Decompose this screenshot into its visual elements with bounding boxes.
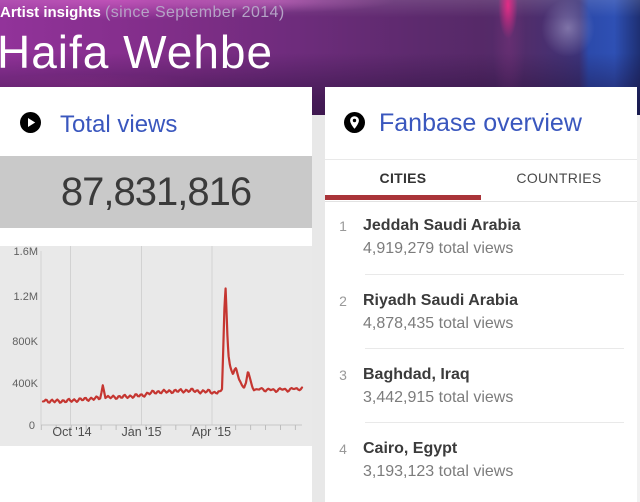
svg-text:0: 0 — [29, 420, 35, 432]
svg-text:Jan '15: Jan '15 — [122, 425, 162, 439]
svg-text:Oct '14: Oct '14 — [52, 425, 91, 439]
svg-text:1.6M: 1.6M — [14, 246, 38, 258]
svg-text:Apr '15: Apr '15 — [192, 425, 231, 439]
svg-text:1.2M: 1.2M — [14, 291, 38, 303]
svg-text:800K: 800K — [12, 336, 38, 348]
svg-text:400K: 400K — [12, 378, 38, 390]
